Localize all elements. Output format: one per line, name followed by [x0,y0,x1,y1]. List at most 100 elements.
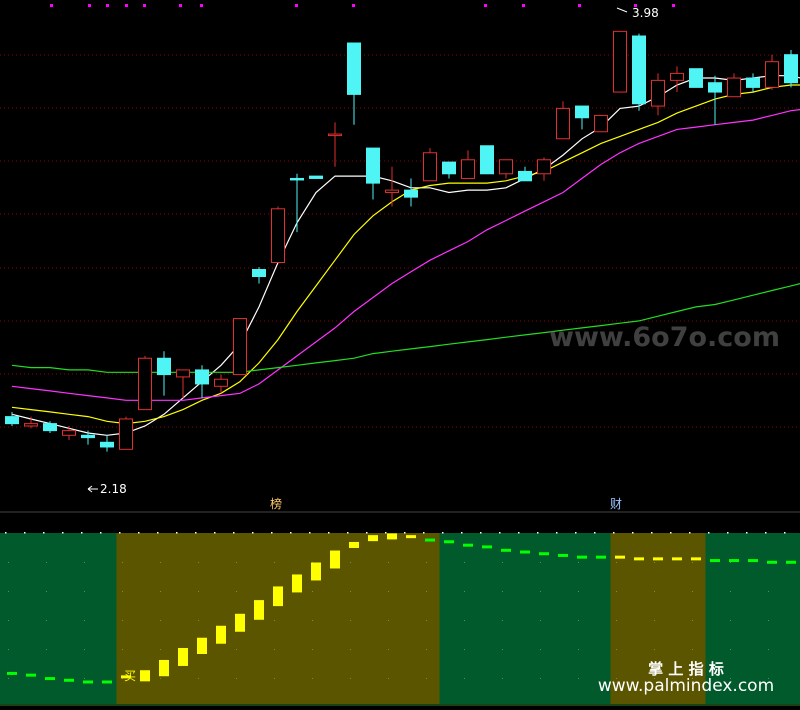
indicator-border-dot [347,532,349,534]
indicator-grid-dot [274,678,275,679]
indicator-dash [691,557,701,561]
indicator-border-dot [5,532,7,534]
top-dot [484,4,487,7]
indicator-border-dot [176,532,178,534]
indicator-grid-dot [8,649,9,650]
indicator-grid-dot [122,649,123,650]
indicator-grid-dot [578,678,579,679]
indicator-grid-dot [388,649,389,650]
candle-body [765,61,779,88]
indicator-border-dot [62,532,64,534]
indicator-grid-dot [198,562,199,563]
indicator-grid-dot [692,562,693,563]
indicator-grid-dot [160,562,161,563]
price-grid [0,54,800,513]
indicator-grid-dot [84,678,85,679]
indicator-dash [444,540,454,544]
indicator-border-dot [423,532,425,534]
indicator-border-dot [556,532,558,534]
candle-body [461,159,475,179]
top-dot [672,4,675,7]
indicator-grid-dot [616,620,617,621]
indicator-border-dot [537,532,539,534]
indicator-dash [767,560,777,564]
indicator-dash [539,552,549,556]
marker-label-bang: 榜 [270,496,282,511]
marker-label-cai: 财 [610,497,622,511]
indicator-dash [368,535,378,542]
candle-body [62,430,76,436]
indicator-grid-dot [616,678,617,679]
indicator-dash [425,538,435,542]
candle-body [385,189,399,193]
candle-body [271,208,285,264]
top-dot [634,4,637,7]
indicator-grid-dot [388,591,389,592]
indicator-bar [197,637,207,654]
indicator-grid-dot [312,678,313,679]
indicator-dash [45,677,55,681]
indicator-grid-dot [236,678,237,679]
candle-body [784,54,798,84]
indicator-grid-dot [654,649,655,650]
indicator-dash [748,559,758,563]
indicator-grid-dot [426,562,427,563]
indicator-grid-dot [160,591,161,592]
indicator-grid-dot [350,562,351,563]
top-dot [295,4,298,7]
top-dot [522,4,525,7]
indicator-dash [558,553,568,557]
indicator-border-dot [385,532,387,534]
indicator-grid-dot [464,591,465,592]
indicator-grid-dot [46,562,47,563]
indicator-grid-dot [464,562,465,563]
indicator-grid-dot [274,562,275,563]
candle-body [176,369,190,378]
indicator-border-dot [195,532,197,534]
candle-body [613,30,627,93]
candle-body [499,159,513,175]
indicator-grid-dot [730,620,731,621]
indicator-grid-dot [84,649,85,650]
indicator-dash [349,541,359,548]
indicator-grid-dot [730,562,731,563]
indicator-grid-dot [768,591,769,592]
indicator-grid-dot [730,649,731,650]
indicator-grid-dot [654,562,655,563]
indicator-bar [330,550,340,569]
indicator-border-dot [632,532,634,534]
indicator-grid-dot [426,591,427,592]
indicator-grid-dot [350,620,351,621]
indicator-grid-dot [540,678,541,679]
indicator-grid-dot [198,678,199,679]
candle-body [119,418,133,450]
indicator-grid-dot [654,678,655,679]
indicator-zones [0,533,800,706]
indicator-grid-dot [540,649,541,650]
indicator-grid-dot [236,649,237,650]
top-dot [143,4,146,7]
candle-body [328,133,342,137]
high-arrow [616,7,628,13]
indicator-grid-dot [236,591,237,592]
moving-average-lines [11,75,800,436]
candle-body [404,189,418,198]
indicator-bar [159,659,169,677]
indicator-grid-dot [426,678,427,679]
indicator-grid-dots [5,532,786,679]
candle-body [670,72,684,81]
indicator-border-dot [214,532,216,534]
indicator-border-dot [328,532,330,534]
top-dot [352,4,355,7]
indicator-grid-dot [350,649,351,650]
top-dot [578,4,581,7]
indicator-grid-dot [540,562,541,563]
indicator-zone [439,533,611,704]
indicator-grid-dot [84,620,85,621]
indicator-border-dot [442,532,444,534]
indicator-border-dot [575,532,577,534]
indicator-dash [387,533,397,540]
top-dot [106,4,109,7]
indicator-grid-dot [502,649,503,650]
indicator-bar [311,562,321,581]
